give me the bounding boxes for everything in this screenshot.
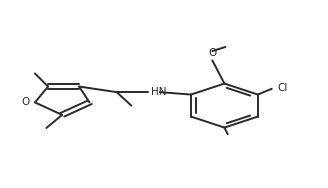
Text: O: O [22,97,30,107]
Text: HN: HN [151,87,166,97]
Text: Cl: Cl [277,83,287,93]
Text: O: O [208,48,216,58]
